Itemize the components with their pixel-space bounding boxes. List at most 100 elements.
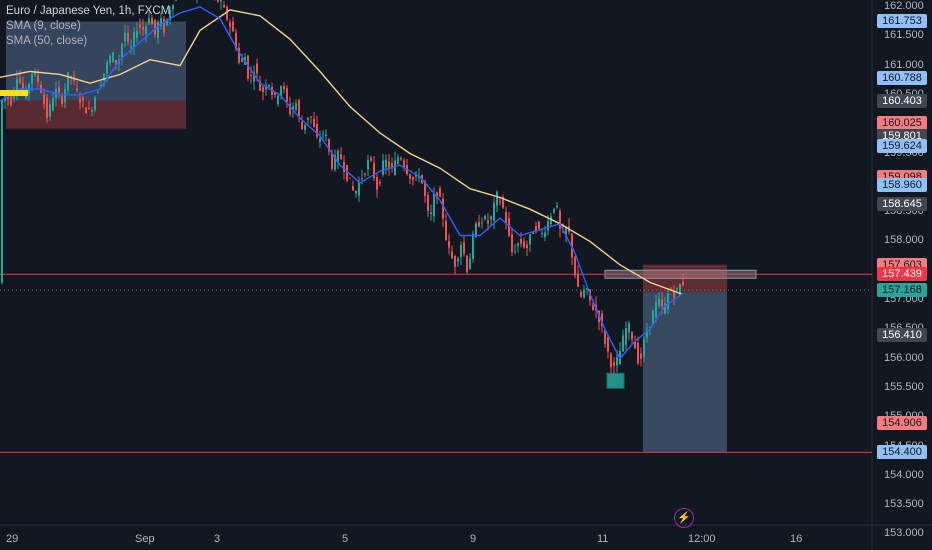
candle-body [523, 241, 525, 248]
candle-body [130, 46, 132, 48]
candle-body [355, 191, 357, 194]
candle-body [466, 255, 468, 273]
candle-body [259, 81, 261, 91]
candle-body [16, 78, 18, 92]
candle-body [409, 174, 411, 179]
candle-body [283, 86, 285, 89]
price-tick-label: 161.000 [884, 58, 924, 71]
candle-body [652, 310, 654, 325]
candle-body [163, 18, 165, 33]
candle-body [298, 100, 300, 116]
candle-body [343, 161, 345, 172]
candle-body [337, 150, 339, 163]
time-tick-label: 5 [342, 533, 349, 545]
candle-body [526, 244, 528, 248]
candle-body [301, 122, 303, 130]
candle-body [637, 342, 639, 364]
candle-body [655, 301, 657, 317]
candle-body [229, 22, 231, 27]
time-tick-label: 3 [214, 533, 221, 545]
candle-body [415, 174, 417, 177]
candle-body [580, 292, 582, 297]
time-tick-label: 29 [6, 533, 19, 545]
candle-body [85, 107, 87, 114]
candle-body [553, 208, 555, 213]
candle-body [280, 86, 282, 97]
price-badge: 157.168 [877, 283, 927, 298]
candle-body [454, 256, 456, 267]
candle-body [124, 32, 126, 42]
candle-body [445, 220, 447, 241]
candle-body [682, 281, 684, 286]
candle-body [76, 88, 78, 91]
candle-body [175, 0, 177, 1]
lightning-icon[interactable]: ⚡ [674, 508, 694, 528]
price-tick-label: 162.000 [884, 0, 924, 12]
candle-body [97, 91, 99, 94]
price-tick-label: 153.500 [884, 498, 924, 511]
candle-body [334, 155, 336, 170]
candle-body [322, 133, 324, 135]
candle-body [256, 63, 258, 74]
candle-body [286, 88, 288, 102]
candle-body [364, 173, 366, 175]
candle-body [469, 258, 471, 270]
price-badge: 159.624 [877, 139, 927, 154]
candle-body [217, 0, 219, 2]
candle-body [367, 159, 369, 170]
candle-body [358, 182, 360, 196]
candle-body [169, 10, 171, 21]
candle-body [34, 72, 36, 75]
candle-body [373, 163, 375, 178]
candle-body [673, 290, 675, 298]
candle-body [319, 138, 321, 143]
price-flag-marker [0, 90, 28, 96]
candle-body [640, 353, 642, 359]
candle-body [148, 18, 150, 24]
candle-body [529, 234, 531, 245]
candle-body [289, 103, 291, 115]
candle-body [676, 288, 678, 290]
candle-body [1, 100, 3, 283]
candle-body [613, 362, 615, 366]
candle-body [679, 284, 681, 295]
candle-body [448, 241, 450, 248]
indicator-sma50[interactable]: SMA (50, close) [6, 35, 88, 47]
candle-body [166, 19, 168, 26]
candle-body [520, 239, 522, 244]
candle-body [499, 201, 501, 203]
candle-body [94, 97, 96, 110]
candle-body [112, 52, 114, 63]
candle-body [478, 222, 480, 227]
candle-body [442, 198, 444, 219]
candle-body [412, 177, 414, 181]
candle-body [439, 188, 441, 197]
candle-body [262, 87, 264, 92]
candle-body [556, 205, 558, 208]
candle-body [607, 337, 609, 352]
candle-body [331, 153, 333, 169]
candle-body [493, 202, 495, 221]
candle-body [121, 43, 123, 58]
time-tick-label: 16 [790, 533, 803, 545]
price-badge: 154.400 [877, 445, 927, 460]
candle-body [250, 75, 252, 77]
candle-body [10, 96, 12, 105]
candle-body [385, 159, 387, 168]
candle-body [535, 225, 537, 232]
candle-body [247, 55, 249, 79]
candle-body [661, 299, 663, 307]
sma-50-line [0, 9, 683, 295]
symbol-title[interactable]: Euro / Japanese Yen, 1h, FXCM [6, 5, 171, 17]
candle-body [514, 251, 516, 253]
indicator-sma9[interactable]: SMA (9, close) [6, 20, 81, 32]
candle-body [628, 322, 630, 333]
candle-body [400, 158, 402, 160]
candle-body [223, 4, 225, 8]
price-badge: 161.753 [877, 14, 927, 29]
candle-body [616, 357, 618, 366]
sma-9-line [0, 6, 683, 360]
candle-body [19, 77, 21, 83]
candle-body [547, 220, 549, 231]
